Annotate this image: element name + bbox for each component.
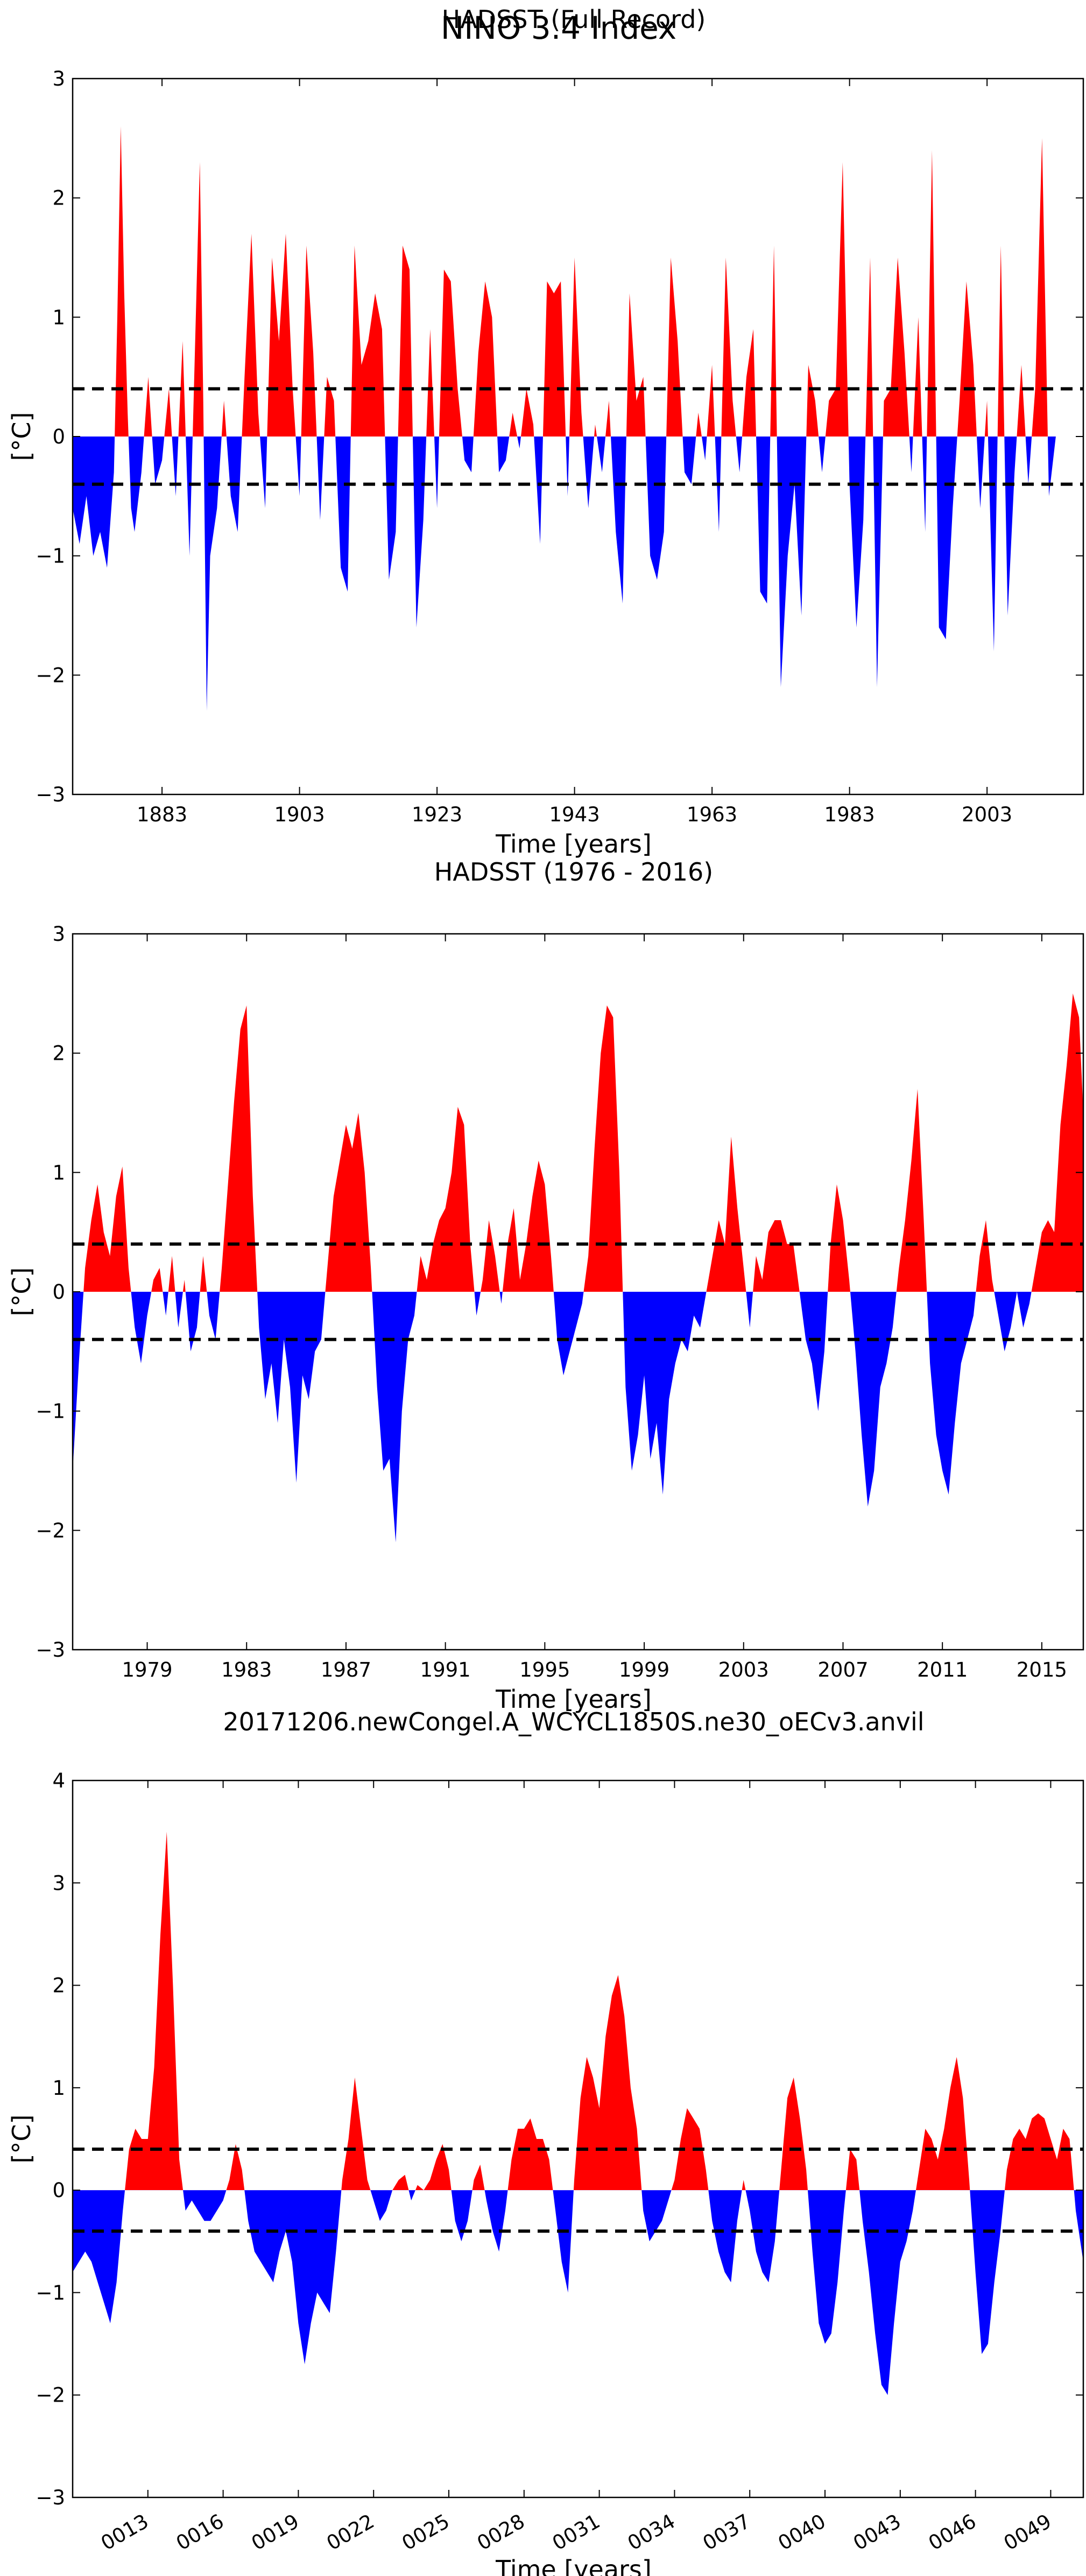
y-tick-label: −2	[36, 664, 65, 687]
y-tick-label: 3	[52, 923, 65, 946]
y-axis-label: [°C]	[7, 412, 36, 461]
y-tick-label: −1	[36, 2281, 65, 2304]
negative-anomaly-area	[73, 437, 1056, 711]
y-tick-label: 1	[52, 1161, 65, 1184]
x-tick-label: 1991	[420, 1658, 471, 1681]
y-tick-label: 1	[52, 306, 65, 329]
x-tick-label: 1983	[824, 803, 875, 826]
x-tick-label: 0028	[473, 2510, 528, 2555]
axes-frame	[72, 1779, 1084, 2498]
y-tick-label: 1	[52, 2077, 65, 2100]
y-tick-label: 0	[52, 425, 65, 448]
x-tick-label: 1923	[412, 803, 462, 826]
y-tick-label: 0	[52, 2179, 65, 2202]
x-tick-label: 2003	[718, 1658, 769, 1681]
x-tick-label: 1999	[619, 1658, 669, 1681]
chart-panel-model-run: −3 −2 −1 0 1 2 3 4 0013 0016 0019 0022 0025 0028 0031 0…	[7, 1707, 1084, 2576]
x-tick-label: 0025	[398, 2510, 453, 2555]
y-tick-label: 2	[52, 187, 65, 210]
x-tick-label: 2003	[962, 803, 1012, 826]
x-tick-label: 0019	[248, 2510, 303, 2555]
x-tick-label: 0049	[1000, 2510, 1055, 2555]
panel-title: 20171206.newCongel.A_WCYCL1850S.ne30_oEC…	[223, 1707, 924, 1736]
x-tick-label: 0043	[849, 2510, 905, 2555]
y-tick-label: −3	[36, 783, 65, 806]
y-tick-label: −3	[36, 2486, 65, 2509]
y-tick-label: −1	[36, 545, 65, 568]
x-tick-label: 0040	[774, 2510, 829, 2555]
x-tick-label: 1995	[519, 1658, 570, 1681]
x-tick-label: 1987	[321, 1658, 371, 1681]
x-tick-label: 0013	[97, 2510, 152, 2555]
x-tick-label: 0046	[925, 2510, 980, 2555]
y-tick-label: −1	[36, 1400, 65, 1423]
chart-panel-full-record: −3 −2 −1 0 1 2 3 1883 1903 1923 1943 1963 1983 2003 HA…	[7, 5, 1084, 858]
positive-anomaly-area	[73, 1832, 1083, 2191]
y-tick-label: −2	[36, 1519, 65, 1542]
x-tick-label: 1903	[274, 803, 325, 826]
x-tick-label: 1943	[549, 803, 600, 826]
positive-anomaly-area	[73, 126, 1056, 437]
chart-panel-1976-2016: −3 −2 −1 0 1 2 3 1979 1983 1987 1991 1995 1999 2003 20…	[7, 857, 1084, 1714]
y-tick-label: −2	[36, 2384, 65, 2407]
y-tick-label: −3	[36, 1638, 65, 1662]
y-tick-label: 2	[52, 1042, 65, 1065]
x-axis-label: Time [years]	[495, 2555, 652, 2576]
positive-anomaly-area	[73, 993, 1083, 1292]
panel-title: HADSST (1976 - 2016)	[434, 857, 713, 886]
y-tick-label: 3	[52, 67, 65, 90]
x-tick-label: 0016	[172, 2510, 228, 2555]
x-axis-label: Time [years]	[495, 1685, 652, 1714]
x-tick-label: 0034	[624, 2510, 679, 2555]
x-tick-label: 1883	[137, 803, 187, 826]
x-tick-label: 0031	[548, 2510, 604, 2555]
x-tick-label: 1963	[687, 803, 737, 826]
y-axis-label: [°C]	[7, 1267, 36, 1316]
y-tick-label: 2	[52, 1974, 65, 1997]
x-tick-label: 0022	[323, 2510, 378, 2555]
y-tick-label: 3	[52, 1871, 65, 1895]
x-axis-label: Time [years]	[495, 829, 652, 858]
y-tick-label: 0	[52, 1280, 65, 1304]
x-tick-label: 2011	[917, 1658, 968, 1681]
y-tick-label: 4	[52, 1769, 65, 1792]
y-axis-label: [°C]	[7, 2114, 36, 2163]
x-tick-label: 1979	[122, 1658, 172, 1681]
x-tick-label: 2007	[817, 1658, 868, 1681]
x-tick-label: 1983	[221, 1658, 272, 1681]
figure-suptitle: NINO 3.4 Index	[441, 10, 676, 46]
negative-anomaly-area	[73, 2190, 1083, 2395]
x-tick-label: 0037	[699, 2510, 754, 2555]
panel-title: HADSST (Full Record)	[442, 5, 706, 34]
x-tick-label: 2015	[1017, 1658, 1067, 1681]
